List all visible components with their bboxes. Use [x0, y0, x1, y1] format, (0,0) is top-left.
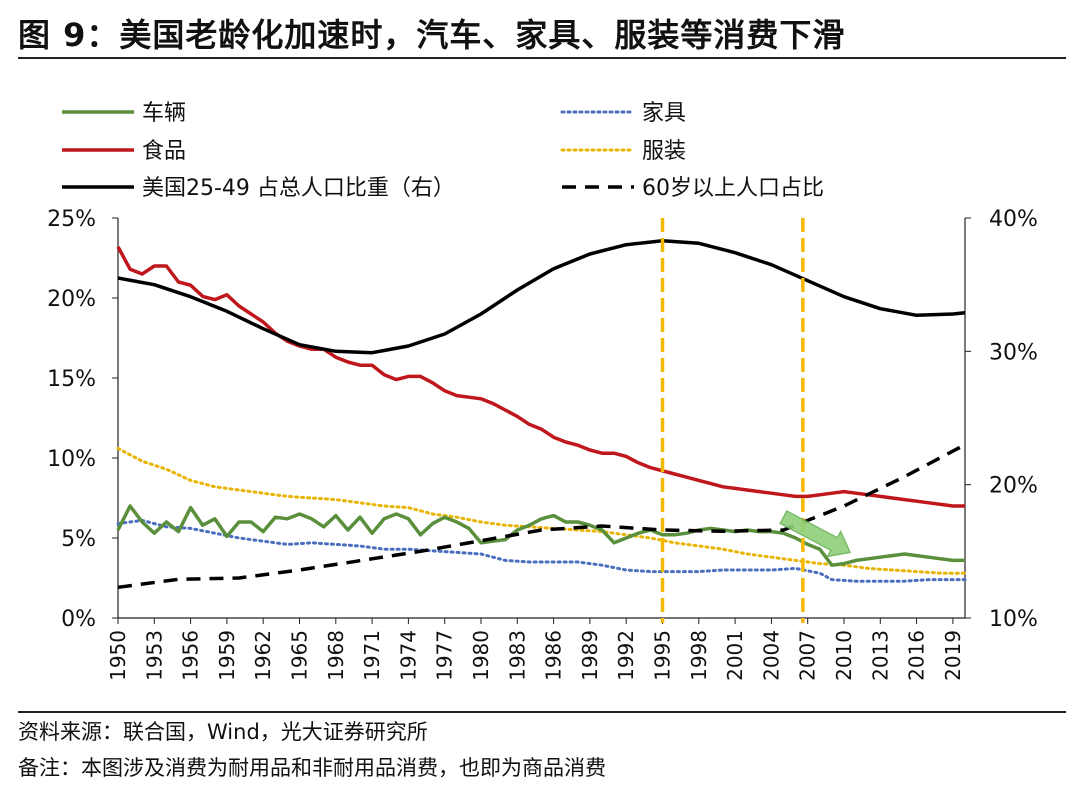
right-tick-label: 20% [989, 474, 1038, 499]
series-line-furniture [116, 518, 967, 583]
right-tick-label: 30% [989, 340, 1038, 365]
x-tick-label: 1956 [179, 630, 203, 681]
legend-label-over60: 60岁以上人口占比 [642, 176, 824, 201]
x-tick-label: 2004 [759, 630, 783, 681]
x-tick-label: 1986 [542, 630, 566, 681]
right-tick-label: 10% [989, 607, 1038, 632]
x-tick-label: 1971 [360, 630, 384, 681]
x-tick-label: 1992 [614, 630, 638, 681]
x-tick-label: 1953 [142, 630, 166, 681]
legend-label-food: 食品 [142, 139, 186, 164]
series-line-prime_age [117, 238, 966, 355]
left-tick-label: 20% [47, 287, 96, 312]
x-tick-label: 1998 [687, 630, 711, 681]
left-tick-label: 15% [47, 367, 96, 392]
x-tick-label: 1974 [396, 630, 420, 681]
legend-label-furniture: 家具 [642, 101, 686, 126]
footer-rule [18, 711, 1066, 713]
x-tick-label: 1995 [651, 630, 675, 681]
x-tick-label: 2007 [796, 630, 820, 681]
x-tick-label: 2016 [905, 630, 929, 681]
x-tick-label: 1983 [505, 630, 529, 681]
legend-label-prime_age: 美国25-49 占总人口比重（右） [142, 176, 455, 201]
x-tick-label: 2001 [723, 630, 747, 681]
right-tick-label: 40% [989, 207, 1038, 232]
title-rule [18, 57, 1066, 59]
x-tick-label: 2019 [941, 630, 965, 681]
x-tick-label: 1959 [215, 630, 239, 681]
x-tick-label: 1989 [578, 630, 602, 681]
x-tick-label: 1962 [251, 630, 275, 681]
axes: 0% 5% 10% 15% 20% 25% 10% 20% 30% 40% 1950 1953 1956… [47, 207, 1038, 681]
x-tick-label: 1965 [288, 630, 312, 681]
series-line-over60 [117, 443, 966, 590]
legend-label-clothing: 服装 [642, 139, 686, 164]
trend-arrow [779, 509, 852, 558]
left-tick-label: 25% [47, 207, 96, 232]
legend-label-vehicles: 车辆 [142, 101, 186, 126]
x-tick-label: 1950 [106, 630, 130, 681]
x-tick-label: 1980 [469, 630, 493, 681]
x-tick-label: 2013 [868, 630, 892, 681]
series-line-food [116, 245, 965, 508]
x-tick-label: 1977 [433, 630, 457, 681]
remark-note: 备注：本图涉及消费为耐用品和非耐用品消费，也即为商品消费 [18, 756, 606, 780]
series-line-vehicles [116, 504, 965, 567]
series-line-clothing [116, 446, 967, 575]
left-tick-label: 0% [61, 607, 96, 632]
x-tick-label: 2010 [832, 630, 856, 681]
left-tick-label: 10% [47, 447, 96, 472]
source-note: 资料来源：联合国，Wind，光大证券研究所 [18, 720, 428, 744]
plot-area [116, 218, 967, 623]
left-tick-label: 5% [61, 527, 96, 552]
chart-title: 图 9：美国老龄化加速时，汽车、家具、服装等消费下滑 [18, 16, 846, 54]
x-tick-label: 1968 [324, 630, 348, 681]
